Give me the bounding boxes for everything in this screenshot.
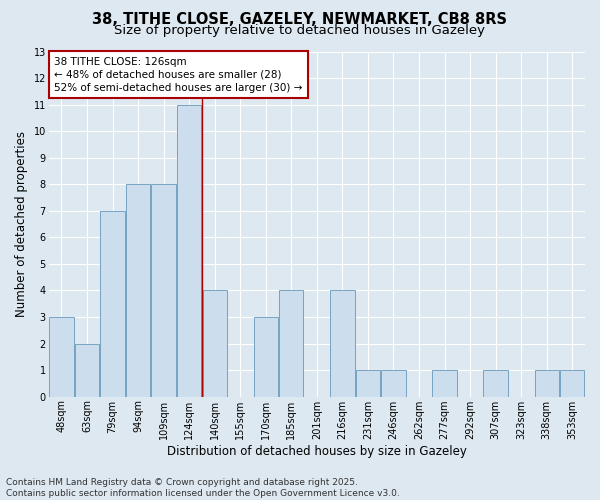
Bar: [484, 370, 508, 396]
Text: Contains HM Land Registry data © Crown copyright and database right 2025.
Contai: Contains HM Land Registry data © Crown c…: [6, 478, 400, 498]
Bar: [126, 184, 150, 396]
Bar: [100, 211, 125, 396]
Text: Size of property relative to detached houses in Gazeley: Size of property relative to detached ho…: [115, 24, 485, 37]
Bar: [75, 344, 99, 396]
X-axis label: Distribution of detached houses by size in Gazeley: Distribution of detached houses by size …: [167, 444, 467, 458]
Y-axis label: Number of detached properties: Number of detached properties: [15, 131, 28, 317]
Bar: [49, 317, 74, 396]
Bar: [177, 104, 201, 397]
Text: 38 TITHE CLOSE: 126sqm
← 48% of detached houses are smaller (28)
52% of semi-det: 38 TITHE CLOSE: 126sqm ← 48% of detached…: [54, 56, 302, 93]
Bar: [433, 370, 457, 396]
Bar: [203, 290, 227, 397]
Bar: [330, 290, 355, 397]
Bar: [151, 184, 176, 396]
Text: 38, TITHE CLOSE, GAZELEY, NEWMARKET, CB8 8RS: 38, TITHE CLOSE, GAZELEY, NEWMARKET, CB8…: [92, 12, 508, 28]
Bar: [382, 370, 406, 396]
Bar: [254, 317, 278, 396]
Bar: [560, 370, 584, 396]
Bar: [279, 290, 304, 397]
Bar: [356, 370, 380, 396]
Bar: [535, 370, 559, 396]
